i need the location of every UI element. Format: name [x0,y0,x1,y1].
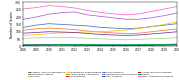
Y-axis label: Number of Grants: Number of Grants [10,11,14,38]
Legend: Systemic Lupus Erythematosus, Rheumatoid Arthritis, Psoriasis, Inflammatory Bowe: Systemic Lupus Erythematosus, Rheumatoid… [27,70,173,78]
